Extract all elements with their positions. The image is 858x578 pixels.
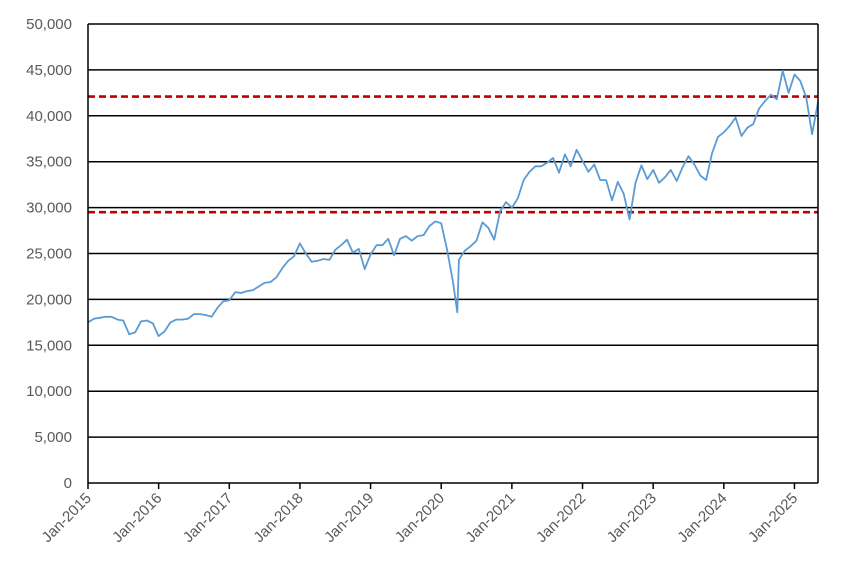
x-tick-label: Jan-2021 — [462, 490, 518, 546]
y-tick-label: 15,000 — [26, 337, 72, 354]
x-tick-label: Jan-2018 — [251, 490, 307, 546]
x-axis-tick-labels: Jan-2015 Jan-2016 Jan-2017 Jan-2018 Jan-2019… — [39, 490, 802, 546]
reference-lines — [88, 95, 818, 214]
x-tick-label: Jan-2023 — [604, 490, 660, 546]
axes — [87, 24, 819, 489]
y-tick-label: 40,000 — [26, 108, 72, 125]
y-tick-label: 5,000 — [34, 429, 72, 446]
y-tick-label: 20,000 — [26, 291, 72, 308]
series-line — [87, 69, 819, 338]
y-tick-label: 50,000 — [26, 16, 72, 33]
y-axis-tick-labels: 0 5,000 10,000 15,000 20,000 25,000 30,000 35,0… — [26, 16, 72, 492]
y-tick-label: 30,000 — [26, 200, 72, 217]
x-tick-label: Jan-2025 — [745, 490, 801, 546]
gridlines — [88, 23, 818, 438]
x-tick-label: Jan-2015 — [39, 490, 95, 546]
x-tick-label: Jan-2017 — [180, 490, 236, 546]
y-tick-label: 0 — [64, 475, 72, 492]
y-tick-label: 45,000 — [26, 62, 72, 79]
x-tick-label: Jan-2024 — [674, 490, 730, 546]
x-tick-label: Jan-2020 — [392, 490, 448, 546]
x-tick-label: Jan-2019 — [321, 490, 377, 546]
x-tick-label: Jan-2016 — [109, 490, 165, 546]
y-tick-label: 25,000 — [26, 246, 72, 263]
series-layer — [87, 69, 819, 338]
y-tick-label: 35,000 — [26, 154, 72, 171]
y-tick-label: 10,000 — [26, 383, 72, 400]
x-tick-label: Jan-2022 — [533, 490, 589, 546]
